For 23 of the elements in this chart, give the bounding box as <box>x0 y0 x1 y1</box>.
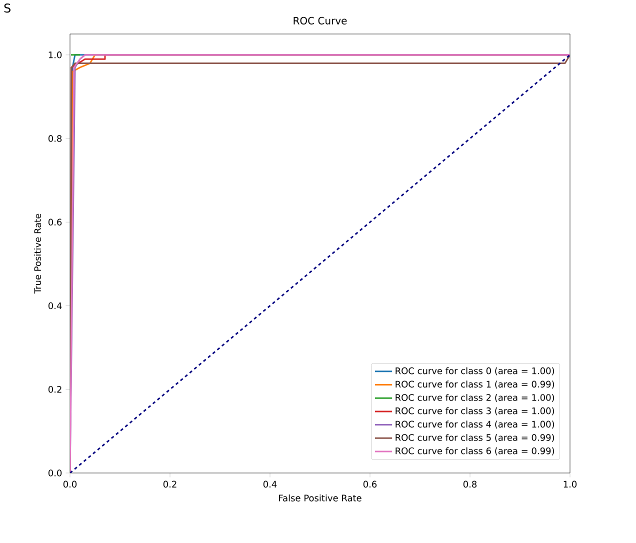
y-tick-label: 0.4 <box>48 302 62 310</box>
y-tick-label: 0.2 <box>48 386 62 393</box>
chart-title: ROC Curve <box>294 16 347 24</box>
y-axis-title: True Positive Rate <box>34 214 42 294</box>
legend-label: ROC curve for class 0 (area = 1.00) <box>396 367 554 376</box>
y-tick-label: 1.0 <box>48 51 62 58</box>
x-axis-title: False Positive Rate <box>279 494 362 502</box>
legend-label: ROC curve for class 2 (area = 1.00) <box>396 394 554 402</box>
text: S <box>4 4 10 13</box>
legend-label: ROC curve for class 5 (area = 0.99) <box>396 434 554 442</box>
x-tick-label: 0.2 <box>163 480 176 488</box>
legend-label: ROC curve for class 4 (area = 1.00) <box>396 420 554 429</box>
x-tick-label: 0.8 <box>463 480 477 488</box>
y-tick-label: 0.6 <box>48 218 62 226</box>
x-tick-label: 0.6 <box>363 480 377 488</box>
y-tick-label: 0.8 <box>48 135 62 142</box>
legend-label: ROC curve for class 6 (area = 0.99) <box>396 447 554 456</box>
x-tick-label: 0.4 <box>263 480 277 488</box>
x-tick-label: 1.0 <box>564 480 577 488</box>
legend-label: ROC curve for class 3 (area = 1.00) <box>396 407 554 416</box>
legend-label: ROC curve for class 1 (area = 0.99) <box>396 380 554 389</box>
x-tick-label: 0.0 <box>63 480 77 488</box>
y-tick-label: 0.0 <box>48 470 62 476</box>
